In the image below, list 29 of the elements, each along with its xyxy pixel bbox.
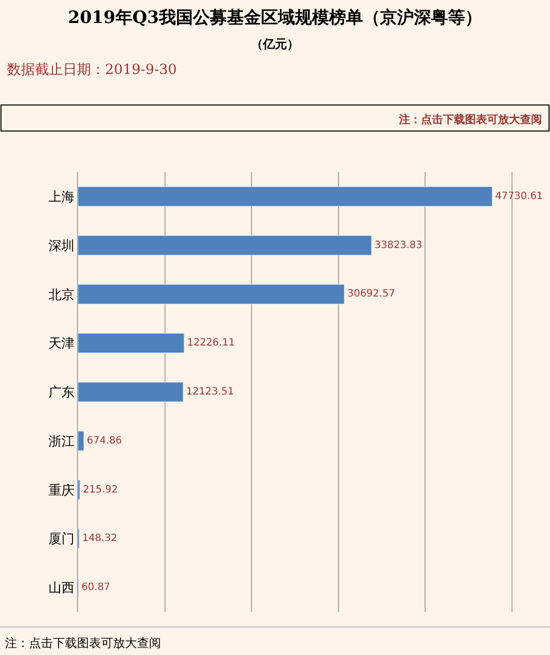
data-label: 215.92 [82, 484, 118, 496]
text: 注：点击下载图表可放大查阅 [5, 636, 161, 650]
data-label: 30692.57 [347, 288, 396, 300]
chart-subtitle: （亿元） [251, 37, 299, 51]
data-label: 674.86 [86, 435, 122, 446]
y-tick-label: 深圳 [48, 238, 74, 254]
data-label: 33823.83 [374, 240, 422, 251]
y-tick-label: 上海 [48, 190, 74, 205]
bar [78, 382, 184, 402]
data-label: 60.87 [82, 582, 110, 594]
text: 数据截止日期：2019-9-30 [7, 62, 177, 78]
y-tick-label: 天津 [48, 336, 74, 352]
chart-title: 2019年Q3我国公募基金区域规模榜单（京沪深粤等） [68, 8, 482, 28]
data-label: 47730.61 [495, 190, 543, 202]
data-label: 12226.11 [187, 338, 235, 349]
y-tick-label: 浙江 [48, 434, 74, 450]
data-label: 148.32 [82, 533, 118, 544]
bar [78, 235, 372, 256]
y-tick-label: 广东 [48, 386, 74, 401]
bar [78, 333, 184, 354]
y-tick-label: 重庆 [48, 483, 74, 498]
data-label: 12123.51 [186, 386, 234, 398]
y-tick-label: 山西 [48, 581, 74, 596]
bar [78, 284, 345, 304]
y-tick-label: 厦门 [48, 531, 74, 548]
y-tick-label: 北京 [48, 288, 74, 303]
text: 注：点击下载图表可放大查阅 [398, 113, 542, 126]
bar [78, 186, 492, 206]
bar [78, 430, 84, 451]
